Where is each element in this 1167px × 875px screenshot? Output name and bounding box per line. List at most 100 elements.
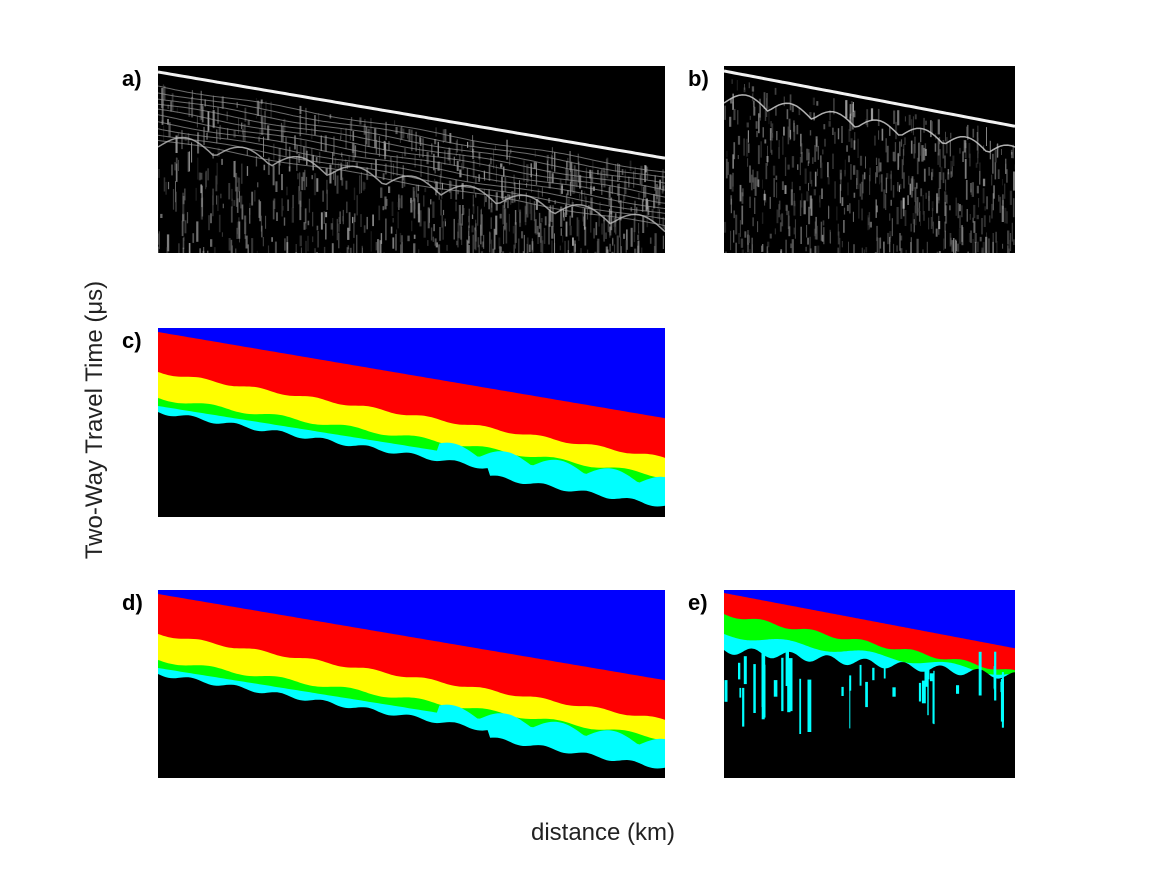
- noise-speckle: [814, 245, 817, 253]
- noise-speckle: [764, 109, 767, 121]
- noise-speckle: [916, 238, 919, 253]
- noise-speckle: [510, 196, 512, 205]
- noise-speckle: [523, 234, 525, 253]
- noise-speckle: [609, 243, 611, 252]
- noise-speckle: [513, 174, 515, 186]
- noise-speckle: [230, 239, 233, 253]
- noise-speckle: [477, 237, 480, 248]
- noise-speckle: [570, 162, 573, 172]
- noise-speckle: [834, 181, 836, 199]
- noise-speckle: [569, 181, 572, 196]
- noise-speckle: [913, 219, 915, 233]
- noise-speckle: [958, 204, 961, 212]
- noise-speckle: [260, 102, 262, 125]
- noise-speckle: [910, 119, 913, 133]
- noise-speckle: [1008, 239, 1010, 253]
- noise-speckle: [241, 204, 244, 220]
- noise-speckle: [767, 145, 768, 166]
- noise-speckle: [446, 244, 448, 251]
- noise-speckle: [305, 240, 307, 253]
- noise-speckle: [866, 109, 869, 126]
- noise-speckle: [217, 195, 219, 211]
- noise-speckle: [793, 203, 796, 216]
- noise-speckle: [919, 141, 922, 156]
- noise-speckle: [833, 98, 835, 115]
- noise-speckle: [748, 235, 750, 243]
- noise-speckle: [186, 212, 189, 224]
- noise-speckle: [385, 218, 387, 241]
- noise-speckle: [814, 171, 817, 187]
- noise-speckle: [348, 155, 350, 168]
- noise-speckle: [400, 195, 403, 209]
- noise-speckle: [353, 217, 355, 238]
- noise-speckle: [391, 201, 394, 216]
- noise-speckle: [981, 247, 984, 253]
- noise-speckle: [743, 138, 745, 156]
- noise-speckle: [239, 221, 240, 243]
- noise-speckle: [815, 136, 818, 147]
- noise-speckle: [950, 132, 952, 139]
- cyan-streak: [1000, 681, 1003, 693]
- noise-speckle: [337, 223, 340, 232]
- noise-speckle: [158, 233, 160, 245]
- noise-speckle: [332, 218, 334, 236]
- noise-speckle: [463, 208, 465, 215]
- noise-speckle: [932, 208, 934, 227]
- noise-speckle: [637, 234, 639, 240]
- noise-speckle: [262, 237, 264, 247]
- noise-speckle: [213, 247, 216, 253]
- noise-speckle: [395, 234, 397, 251]
- noise-speckle: [905, 249, 907, 253]
- noise-speckle: [930, 120, 932, 138]
- noise-speckle: [655, 190, 657, 196]
- noise-speckle: [175, 163, 178, 182]
- noise-speckle: [389, 156, 392, 162]
- noise-speckle: [664, 225, 665, 230]
- noise-speckle: [196, 221, 199, 242]
- noise-speckle: [583, 208, 586, 230]
- noise-speckle: [1012, 144, 1014, 159]
- noise-speckle: [283, 118, 286, 133]
- noise-speckle: [862, 174, 864, 194]
- cyan-streak: [929, 673, 934, 682]
- noise-speckle: [235, 248, 237, 253]
- noise-speckle: [809, 112, 812, 119]
- noise-speckle: [931, 172, 933, 181]
- noise-speckle: [437, 161, 440, 171]
- noise-speckle: [447, 150, 449, 161]
- noise-speckle: [1009, 233, 1012, 252]
- noise-speckle: [895, 121, 898, 140]
- noise-speckle: [806, 225, 808, 238]
- noise-speckle: [524, 205, 527, 222]
- noise-speckle: [609, 185, 611, 198]
- noise-speckle: [307, 235, 309, 252]
- noise-speckle: [275, 181, 278, 192]
- noise-speckle: [177, 133, 180, 140]
- noise-speckle: [943, 238, 945, 251]
- surface-reflection: [724, 69, 1015, 128]
- noise-speckle: [875, 199, 877, 218]
- noise-speckle: [799, 200, 802, 216]
- noise-speckle: [1006, 211, 1008, 224]
- cyan-streak: [742, 687, 745, 727]
- noise-speckle: [773, 178, 775, 198]
- noise-speckle: [813, 228, 816, 237]
- noise-speckle: [411, 129, 413, 152]
- noise-speckle: [749, 115, 751, 120]
- noise-speckle: [513, 244, 515, 253]
- noise-speckle: [397, 202, 399, 208]
- noise-speckle: [526, 243, 528, 253]
- noise-speckle: [962, 151, 964, 162]
- noise-speckle: [449, 148, 451, 164]
- noise-speckle: [769, 128, 772, 141]
- noise-speckle: [410, 200, 413, 213]
- noise-speckle: [928, 195, 930, 201]
- noise-speckle: [554, 233, 555, 253]
- noise-speckle: [869, 221, 872, 228]
- noise-speckle: [903, 144, 905, 156]
- noise-speckle: [614, 226, 616, 233]
- noise-speckle: [228, 183, 231, 200]
- noise-speckle: [889, 236, 891, 245]
- noise-speckle: [922, 195, 924, 215]
- noise-speckle: [259, 128, 261, 137]
